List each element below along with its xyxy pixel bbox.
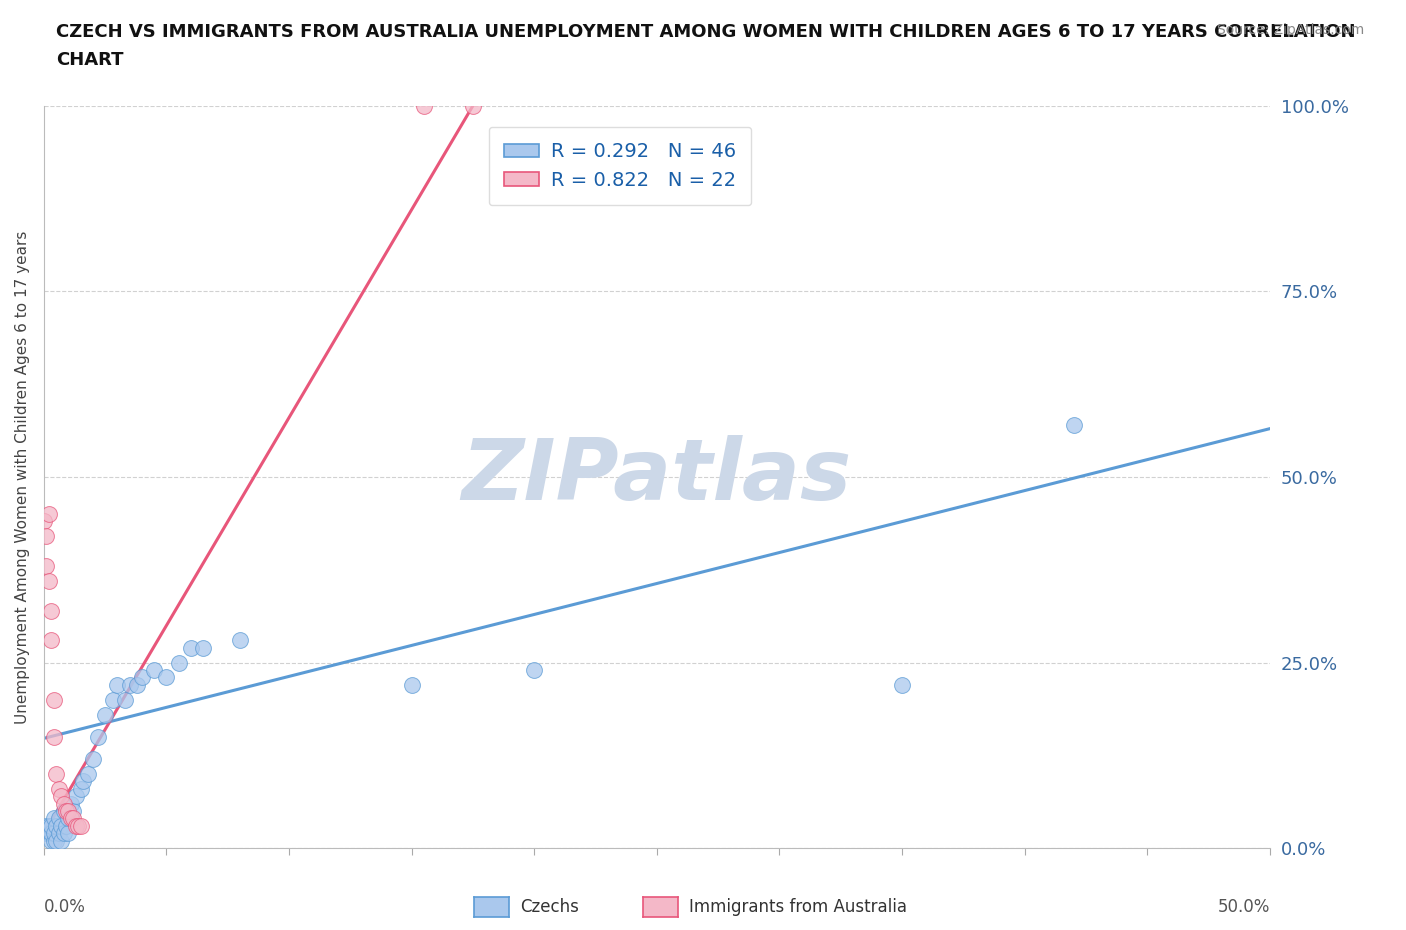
Text: CHART: CHART — [56, 51, 124, 69]
Text: Source: ZipAtlas.com: Source: ZipAtlas.com — [1216, 23, 1364, 37]
Point — [39, 632, 62, 647]
Point — [42, 826, 65, 841]
Point — [58, 804, 80, 818]
Point — [94, 707, 117, 722]
Point — [62, 804, 84, 818]
Point — [35, 559, 58, 574]
Text: ZIPatlas: ZIPatlas — [461, 435, 852, 518]
Point — [49, 789, 72, 804]
Point — [48, 781, 70, 796]
Point — [72, 774, 94, 789]
Point — [42, 692, 65, 707]
Point — [39, 818, 62, 833]
Point — [52, 804, 75, 818]
Point — [67, 818, 90, 833]
Text: Czechs: Czechs — [520, 897, 579, 916]
Point — [65, 789, 87, 804]
Point — [461, 99, 484, 113]
Point — [35, 529, 58, 544]
Point — [101, 692, 124, 707]
Point — [891, 677, 914, 692]
Point — [48, 826, 70, 841]
Point — [55, 804, 77, 818]
Point — [45, 833, 67, 848]
Point — [125, 677, 148, 692]
Point — [131, 670, 153, 684]
Point — [32, 514, 55, 529]
Point — [42, 811, 65, 826]
Point — [107, 677, 129, 692]
Point — [38, 507, 60, 522]
Point — [1063, 418, 1085, 432]
Point — [155, 670, 177, 684]
Point — [193, 640, 215, 655]
Point — [87, 729, 110, 744]
Point — [49, 833, 72, 848]
Point — [49, 818, 72, 833]
Point — [77, 766, 100, 781]
Point — [39, 833, 62, 848]
Point — [69, 818, 91, 833]
Point — [38, 818, 60, 833]
Point — [39, 604, 62, 618]
Point — [52, 796, 75, 811]
Text: 0.0%: 0.0% — [44, 897, 86, 916]
Point — [48, 811, 70, 826]
Point — [412, 99, 434, 113]
Point — [52, 826, 75, 841]
Point — [180, 640, 202, 655]
Point — [523, 662, 546, 677]
Point — [143, 662, 166, 677]
Point — [38, 826, 60, 841]
Text: 50.0%: 50.0% — [1218, 897, 1270, 916]
Point — [45, 818, 67, 833]
Point — [55, 818, 77, 833]
Point — [59, 796, 82, 811]
Point — [59, 811, 82, 826]
Point — [401, 677, 423, 692]
Point — [42, 833, 65, 848]
Point — [167, 655, 190, 670]
Point — [42, 729, 65, 744]
Point — [118, 677, 141, 692]
Point — [114, 692, 136, 707]
Text: CZECH VS IMMIGRANTS FROM AUSTRALIA UNEMPLOYMENT AMONG WOMEN WITH CHILDREN AGES 6: CZECH VS IMMIGRANTS FROM AUSTRALIA UNEMP… — [56, 23, 1355, 41]
Point — [39, 826, 62, 841]
Y-axis label: Unemployment Among Women with Children Ages 6 to 17 years: Unemployment Among Women with Children A… — [15, 231, 30, 724]
Point — [65, 818, 87, 833]
Point — [229, 632, 252, 647]
Point — [58, 811, 80, 826]
Point — [69, 781, 91, 796]
Point — [62, 811, 84, 826]
Point — [35, 826, 58, 841]
Point — [45, 766, 67, 781]
Point — [38, 574, 60, 589]
Legend: R = 0.292   N = 46, R = 0.822   N = 22: R = 0.292 N = 46, R = 0.822 N = 22 — [488, 126, 751, 206]
Point — [82, 751, 104, 766]
Point — [35, 818, 58, 833]
Text: Immigrants from Australia: Immigrants from Australia — [689, 897, 907, 916]
Point — [58, 826, 80, 841]
